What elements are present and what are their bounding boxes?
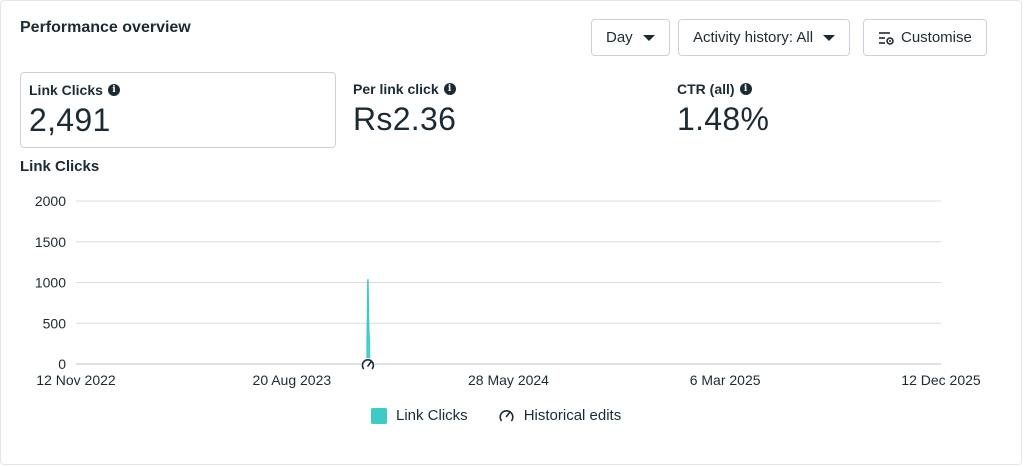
- legend-label: Link Clicks: [396, 407, 468, 424]
- x-tick-label: 20 Aug 2023: [253, 372, 332, 388]
- customise-icon: [879, 31, 894, 45]
- info-icon[interactable]: i: [443, 83, 456, 95]
- page-title: Performance overview: [20, 19, 191, 36]
- caret-down-icon: [642, 34, 655, 41]
- historical-edits-icon: [499, 410, 514, 422]
- info-icon[interactable]: i: [107, 84, 120, 96]
- info-icon[interactable]: i: [739, 83, 752, 95]
- metric-per-link-click[interactable]: Per link click i Rs2.36: [345, 72, 645, 148]
- day-dropdown[interactable]: Day: [591, 19, 670, 56]
- metric-label: CTR (all): [677, 81, 735, 97]
- metric-label: Link Clicks: [29, 82, 103, 98]
- x-tick-label: 12 Dec 2025: [901, 372, 981, 388]
- chart-title: Link Clicks: [20, 158, 100, 175]
- historical-edit-marker-needle: [367, 361, 372, 367]
- metric-label: Per link click: [353, 81, 439, 97]
- y-tick-label: 1000: [35, 275, 66, 291]
- legend-label: Historical edits: [523, 407, 622, 424]
- x-tick-label: 6 Mar 2025: [690, 372, 761, 388]
- activity-history-label: Activity history: All: [693, 29, 814, 46]
- historical-edit-marker: [361, 359, 375, 370]
- y-tick-label: 0: [58, 356, 66, 372]
- y-tick-label: 2000: [35, 193, 66, 209]
- metric-value: Rs2.36: [353, 101, 457, 137]
- y-tick-label: 500: [43, 315, 67, 331]
- activity-history-dropdown[interactable]: Activity history: All: [678, 19, 851, 56]
- metric-value: 2,491: [29, 102, 111, 138]
- metric-value: 1.48%: [677, 101, 770, 137]
- customise-button[interactable]: Customise: [863, 19, 987, 56]
- metric-link-clicks[interactable]: Link Clicks i 2,491: [20, 72, 336, 148]
- series-area-link-clicks: [366, 279, 371, 365]
- day-dropdown-label: Day: [606, 29, 633, 46]
- x-tick-label: 28 May 2024: [468, 372, 549, 388]
- caret-down-icon: [823, 34, 836, 41]
- legend-item-historical-edits[interactable]: Historical edits: [498, 407, 622, 424]
- x-tick-label: 12 Nov 2022: [36, 372, 116, 388]
- link-clicks-chart: 0 500 1000 1500 2000 12 Nov 2022 20 Aug 2023 28…: [35, 193, 981, 388]
- y-tick-label: 1500: [35, 234, 66, 250]
- metric-ctr[interactable]: CTR (all) i 1.48%: [669, 72, 969, 148]
- customise-label: Customise: [901, 29, 972, 46]
- legend-swatch: [371, 407, 387, 424]
- chart-legend: Link Clicks Historical edits: [371, 407, 621, 424]
- legend-item-link-clicks[interactable]: Link Clicks: [371, 407, 468, 424]
